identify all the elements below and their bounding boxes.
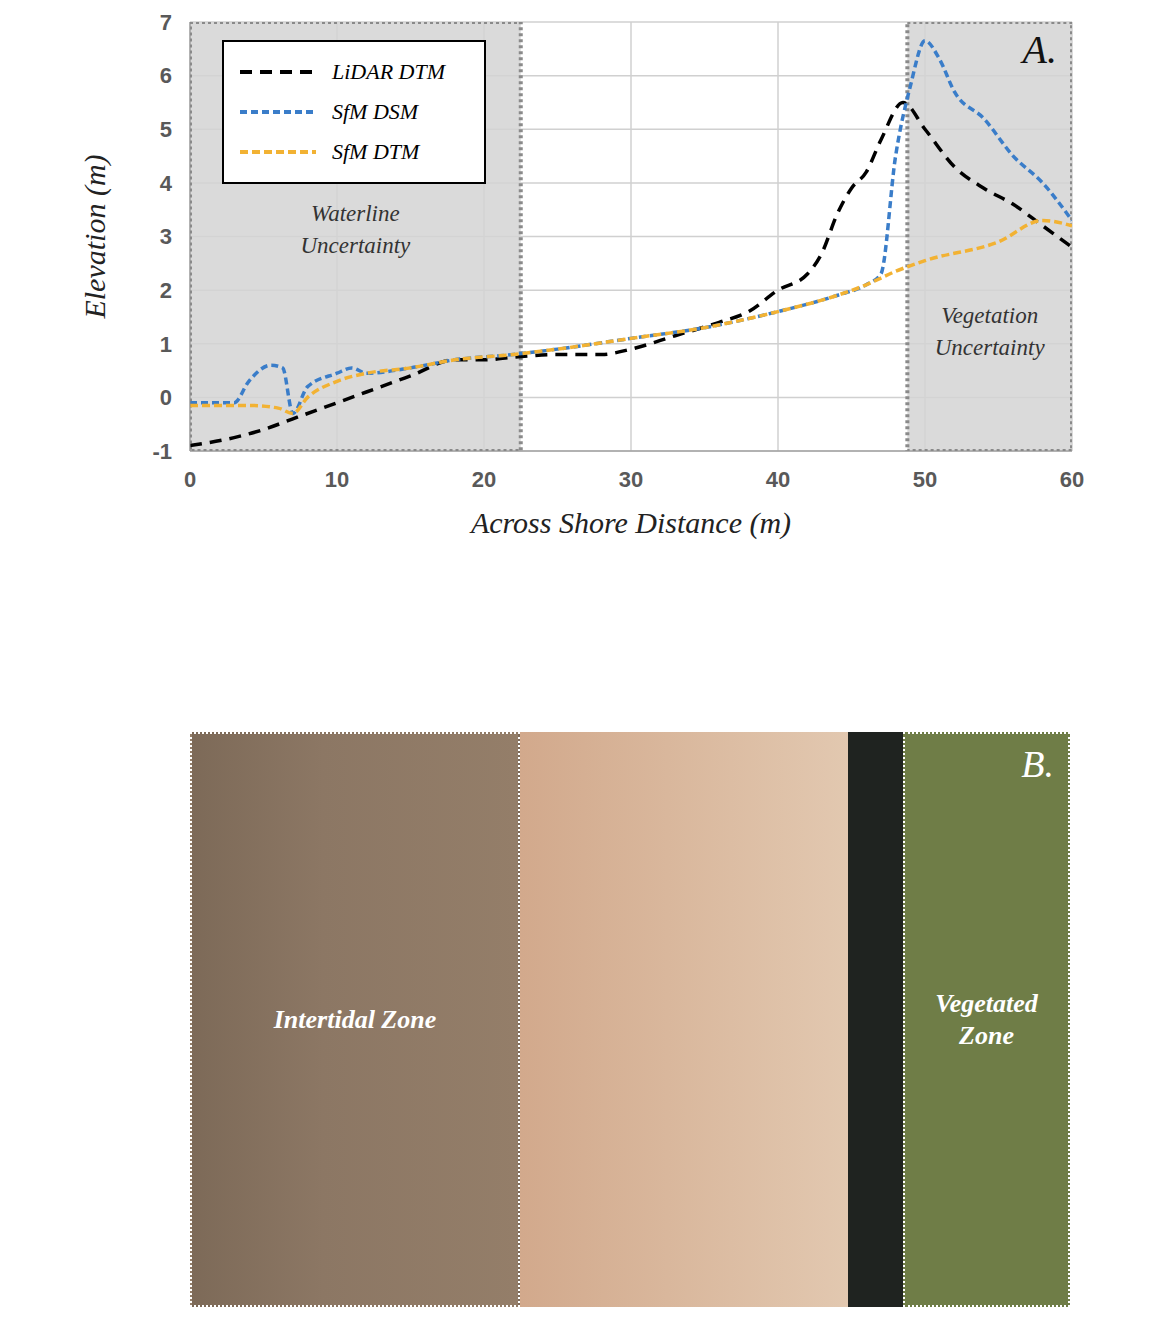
svg-text:2: 2: [160, 278, 172, 303]
html-text:A.: A.: [1022, 27, 1057, 72]
svg-text:0: 0: [184, 467, 196, 492]
html-text:Intertidal Zone: Intertidal Zone: [273, 1004, 437, 1034]
svg-text:10: 10: [325, 467, 349, 492]
svg-text:0: 0: [160, 385, 172, 410]
svg-text:Across Shore Distance (m): Across Shore Distance (m): [469, 506, 791, 540]
svg-text:-1: -1: [152, 439, 172, 464]
svg-text:5: 5: [160, 117, 172, 142]
svg-text:30: 30: [619, 467, 643, 492]
svg-text:7: 7: [160, 10, 172, 35]
svg-text:1: 1: [160, 332, 172, 357]
svg-text:20: 20: [472, 467, 496, 492]
svg-text:Elevation (m): Elevation (m): [78, 154, 112, 319]
svg-text:40: 40: [766, 467, 790, 492]
html-text:B.: B.: [1021, 743, 1054, 785]
html-text:LiDAR DTM: LiDAR DTM: [332, 59, 446, 84]
svg-text:4: 4: [160, 171, 173, 196]
svg-text:60: 60: [1060, 467, 1084, 492]
svg-text:WaterlineUncertainty: WaterlineUncertainty: [300, 201, 411, 258]
html-text:SfM DTM: SfM DTM: [332, 139, 420, 164]
svg-text:3: 3: [160, 224, 172, 249]
html-text:SfM DSM: SfM DSM: [332, 99, 419, 124]
svg-text:50: 50: [913, 467, 937, 492]
svg-text:VegetationUncertainty: VegetationUncertainty: [935, 303, 1046, 360]
html-text:Vegetated Zone: Vegetated Zone: [935, 988, 1038, 1050]
svg-text:6: 6: [160, 63, 172, 88]
